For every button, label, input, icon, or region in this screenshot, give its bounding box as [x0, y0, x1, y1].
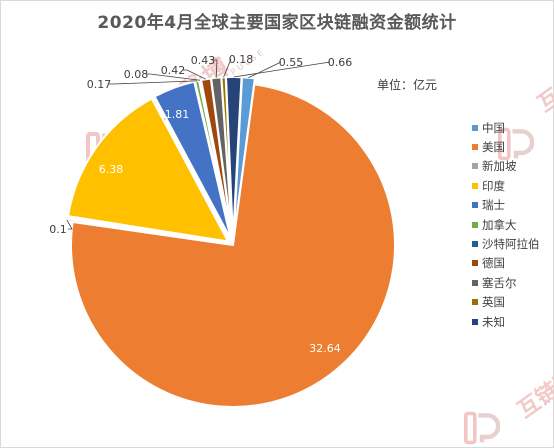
legend-label: 中国 [482, 120, 505, 135]
data-label-英国: 0.18 [229, 53, 254, 66]
legend-item: 美国 [472, 137, 540, 156]
data-label-美国: 32.64 [309, 342, 341, 355]
legend-label: 沙特阿拉伯 [482, 237, 540, 252]
legend-item: 新加坡 [472, 157, 540, 176]
legend-swatch [472, 221, 478, 228]
legend-item: 塞舌尔 [472, 273, 540, 292]
data-label-中国: 0.55 [279, 56, 304, 69]
legend-label: 英国 [482, 295, 505, 310]
pie-slice-印度 [66, 97, 230, 243]
leader-line-加拿大 [109, 80, 197, 85]
legend-label: 未知 [482, 314, 505, 329]
unit-label: 单位：亿元 [377, 78, 438, 92]
legend: 中国美国新加坡印度瑞士加拿大沙特阿拉伯德国塞舌尔英国未知 [472, 118, 540, 331]
legend-swatch [472, 163, 478, 170]
data-label-瑞士: 1.81 [165, 108, 190, 121]
leader-line-德国 [183, 69, 207, 80]
leader-line-中国 [248, 61, 282, 79]
legend-item: 德国 [472, 254, 540, 273]
legend-item: 中国 [472, 118, 540, 137]
leader-line-未知 [233, 61, 331, 78]
data-label-新加坡: 0.1 [49, 223, 67, 236]
legend-swatch [472, 202, 478, 209]
legend-label: 加拿大 [482, 217, 517, 232]
legend-label: 印度 [482, 178, 505, 193]
leader-line-新加坡 [66, 219, 73, 230]
legend-item: 瑞士 [472, 196, 540, 215]
legend-label: 塞舌尔 [482, 275, 517, 290]
legend-item: 沙特阿拉伯 [472, 234, 540, 253]
legend-swatch [472, 144, 478, 151]
data-label-塞舌尔: 0.43 [191, 54, 216, 67]
legend-swatch [472, 182, 478, 189]
legend-item: 加拿大 [472, 215, 540, 234]
legend-swatch [472, 241, 478, 248]
data-label-加拿大: 0.17 [87, 78, 112, 91]
leader-line-英国 [223, 58, 232, 78]
data-label-德国: 0.42 [161, 64, 186, 77]
legend-item: 英国 [472, 293, 540, 312]
legend-label: 美国 [482, 140, 505, 155]
legend-item: 印度 [472, 176, 540, 195]
watermark-logo-icon [464, 411, 500, 445]
watermark-logo-icon [498, 127, 534, 161]
legend-swatch [472, 279, 478, 286]
legend-label: 新加坡 [482, 159, 517, 174]
legend-swatch [472, 318, 478, 325]
legend-item: 未知 [472, 312, 540, 331]
legend-label: 德国 [482, 256, 505, 271]
data-label-印度: 6.38 [99, 163, 124, 176]
leader-line-沙特阿拉伯 [146, 73, 201, 81]
legend-swatch [472, 260, 478, 267]
chart-title: 2020年4月全球主要国家区块链融资金额统计 [97, 13, 457, 33]
data-label-未知: 0.66 [328, 56, 353, 69]
legend-swatch [472, 299, 478, 306]
leader-line-塞舌尔 [213, 59, 218, 78]
data-label-沙特阿拉伯: 0.08 [124, 68, 149, 81]
pie-slice-美国 [70, 83, 396, 408]
legend-swatch [472, 124, 478, 131]
pie-slice-未知 [224, 76, 243, 240]
legend-label: 瑞士 [482, 198, 505, 213]
